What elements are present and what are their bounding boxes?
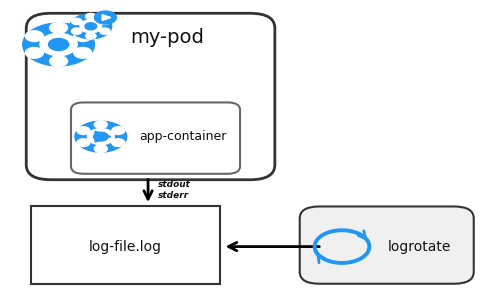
Circle shape [26, 31, 44, 41]
Circle shape [94, 132, 108, 141]
Text: stdout
stderr: stdout stderr [158, 180, 191, 200]
Circle shape [70, 14, 112, 39]
Circle shape [100, 28, 110, 34]
Circle shape [86, 33, 96, 39]
Circle shape [50, 22, 68, 33]
Circle shape [86, 14, 96, 20]
Circle shape [23, 23, 95, 66]
Circle shape [50, 56, 68, 67]
Text: app-container: app-container [139, 130, 226, 143]
Text: my-pod: my-pod [130, 28, 204, 46]
Circle shape [75, 121, 126, 152]
Bar [31, 206, 220, 284]
Circle shape [100, 18, 110, 25]
Polygon shape [95, 131, 110, 142]
Circle shape [72, 18, 82, 25]
FancyBboxPatch shape [71, 102, 240, 174]
Circle shape [26, 47, 44, 58]
Circle shape [112, 127, 125, 134]
Circle shape [94, 121, 108, 128]
Circle shape [48, 38, 68, 50]
Circle shape [74, 47, 92, 58]
Circle shape [40, 33, 77, 56]
Polygon shape [102, 15, 111, 20]
FancyBboxPatch shape [26, 13, 275, 180]
Circle shape [85, 23, 96, 30]
Circle shape [112, 139, 125, 146]
Circle shape [77, 139, 90, 146]
Circle shape [94, 145, 108, 152]
Circle shape [72, 28, 82, 34]
Circle shape [94, 11, 116, 24]
Text: log-file.log: log-file.log [89, 240, 162, 254]
FancyBboxPatch shape [300, 206, 474, 284]
Circle shape [80, 20, 102, 33]
Circle shape [77, 127, 90, 134]
Circle shape [88, 129, 115, 145]
Circle shape [74, 31, 92, 41]
Text: logrotate: logrotate [388, 240, 450, 254]
